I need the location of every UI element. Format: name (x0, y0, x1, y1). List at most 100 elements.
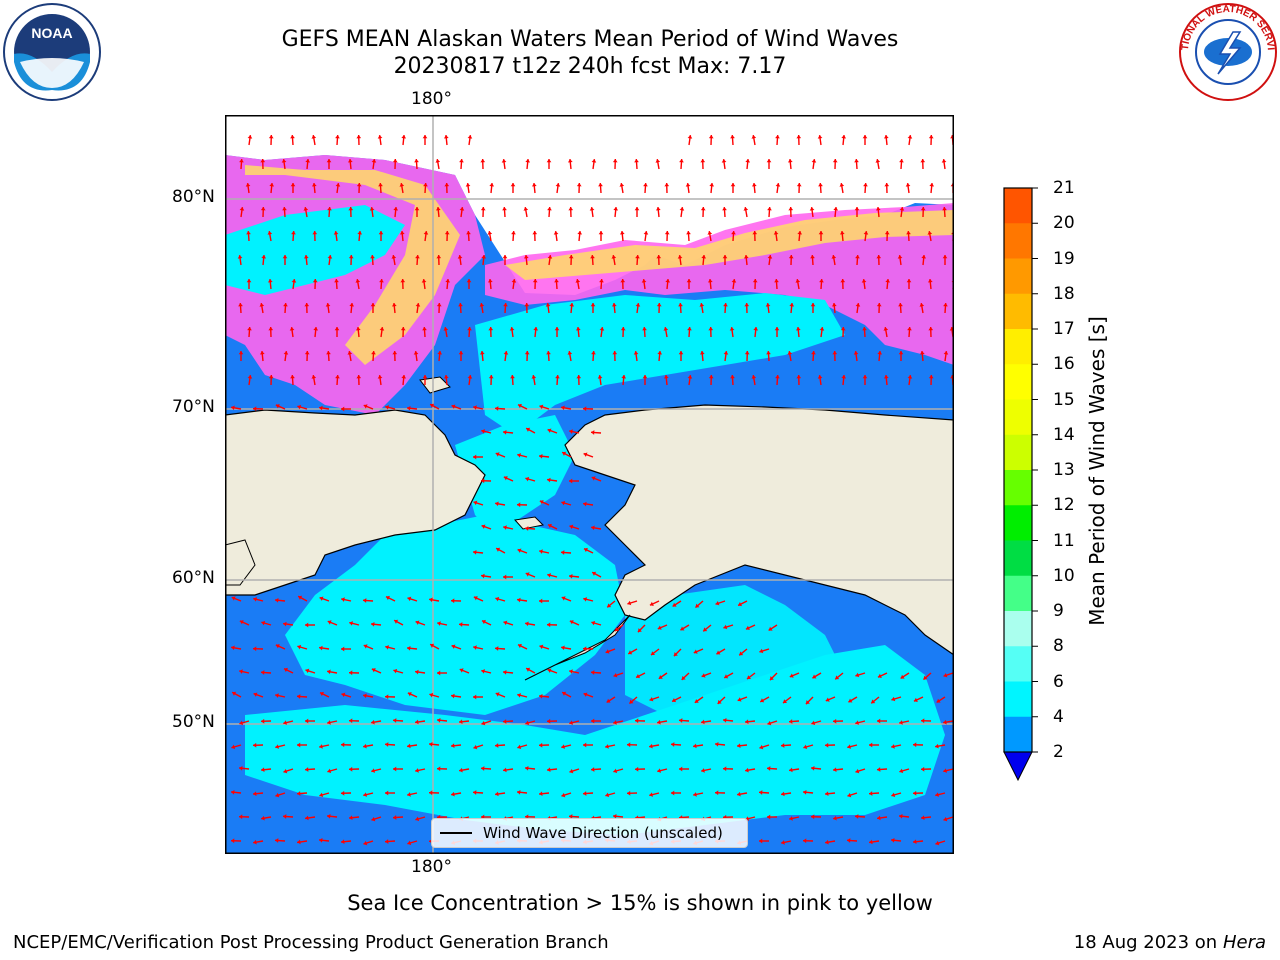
wave-arrow-head (649, 696, 654, 702)
colorbar-tick-label: 18 (1053, 283, 1075, 304)
colorbar-tick-label: 8 (1053, 636, 1064, 657)
wave-arrow-head (863, 231, 869, 235)
wave-arrow-head (385, 405, 390, 410)
wave-arrow-head (341, 839, 345, 845)
wave-arrow-head (884, 231, 890, 235)
wave-arrow-head (818, 231, 824, 235)
wave-arrow-head (407, 645, 411, 651)
colorbar-cell (1004, 329, 1032, 365)
wave-arrow-head (261, 255, 267, 259)
wave-arrow-head (422, 327, 427, 331)
wave-arrow-head (326, 351, 331, 355)
wave-arrow-head (943, 672, 948, 678)
wave-arrow-head (349, 718, 353, 724)
wave-arrow-head (283, 768, 288, 774)
wave-arrow-head (599, 327, 605, 331)
wave-arrow-head (555, 375, 560, 379)
wave-arrow-head (503, 351, 509, 355)
wave-arrow-head (539, 742, 543, 748)
wave-arrow-head (430, 403, 435, 408)
wave-arrow-head (275, 792, 280, 798)
wave-arrow-head (751, 375, 757, 379)
wave-arrow-head (319, 744, 323, 749)
wave-arrow-head (239, 159, 244, 163)
wave-arrow-head (767, 720, 772, 726)
wave-arrow-head (481, 573, 485, 579)
cyan-patch-bering-north (455, 415, 575, 535)
wave-arrow-head (437, 621, 441, 626)
wave-arrow-head (583, 452, 588, 457)
wave-arrow-head (913, 742, 917, 748)
wave-arrow-head (436, 303, 442, 307)
wave-arrow-head (700, 159, 706, 163)
wave-arrow-head (752, 231, 758, 235)
wave-arrow-head (238, 351, 244, 355)
wave-arrow-head (599, 279, 604, 283)
wave-arrow-head (525, 765, 529, 771)
wave-arrow-head (327, 255, 333, 259)
wave-arrow-head (334, 327, 340, 331)
wave-arrow-head (781, 743, 785, 748)
wave-arrow-head (598, 231, 604, 235)
wave-arrow-head (803, 789, 807, 795)
wave-arrow-head (511, 279, 517, 283)
wave-arrow-head (898, 351, 904, 355)
wave-arrow-head (282, 255, 288, 259)
wave-arrow-head (567, 351, 573, 355)
wave-arrow-head (561, 405, 565, 411)
wave-arrow-head (840, 279, 846, 283)
wave-arrow-head (877, 718, 881, 724)
wave-arrow-head (568, 255, 574, 259)
wave-arrow-head (378, 183, 383, 187)
lat-label-80: 80°N (172, 187, 215, 207)
wave-arrow-head (871, 699, 876, 704)
wave-arrow-head (943, 768, 948, 773)
wave-arrow-head (628, 650, 633, 655)
wave-arrow-head (473, 549, 477, 555)
wave-arrow-head (877, 815, 881, 821)
wave-arrow-head (841, 375, 847, 379)
wave-arrow-head (576, 375, 582, 379)
legend-line-swatch (440, 832, 472, 834)
wave-arrow-head (473, 790, 477, 795)
wave-arrow-head (429, 692, 434, 698)
wave-arrow-head (370, 303, 376, 307)
wave-arrow-head (891, 837, 895, 843)
wave-arrow-head (482, 619, 486, 625)
wave-arrow-head (723, 717, 727, 723)
wave-arrow-head (400, 327, 406, 331)
wave-arrow-head (311, 135, 317, 139)
wave-arrow-head (392, 351, 398, 355)
wave-arrow-head (818, 183, 823, 187)
wave-arrow-head (561, 744, 566, 749)
wave-arrow-head (737, 791, 741, 797)
wave-arrow-head (407, 792, 411, 797)
wave-arrow-head (495, 501, 499, 507)
wave-arrow-head (781, 840, 785, 845)
wave-arrow-head (723, 351, 729, 355)
wave-arrow-head (869, 791, 873, 796)
cyan-patch-2 (475, 293, 845, 435)
wave-arrow-head (238, 303, 243, 307)
wave-arrow-head (831, 255, 837, 259)
wave-arrow-head (591, 620, 596, 626)
wave-arrow-head (327, 207, 332, 211)
wave-arrow-head (481, 669, 486, 674)
wave-arrow-head (774, 279, 779, 283)
wave-arrow-head (378, 231, 384, 235)
wave-arrow-head (629, 699, 634, 704)
wave-arrow-head (320, 691, 324, 697)
colorbar-cell (1004, 505, 1032, 541)
wave-arrow-head (547, 573, 552, 578)
wave-arrow-head (399, 231, 405, 235)
wave-arrow-head (664, 183, 670, 187)
wave-arrow-head (869, 742, 873, 748)
wave-arrow-head (825, 791, 829, 797)
wave-arrow-head (621, 375, 627, 379)
wave-arrow-head (774, 327, 780, 331)
colorbar-tick-label: 15 (1053, 389, 1075, 410)
wave-arrow-head (319, 405, 323, 411)
colorbar-tick-label: 14 (1053, 424, 1075, 445)
wave-arrow-head (759, 648, 764, 654)
wave-arrow-head (526, 667, 531, 672)
